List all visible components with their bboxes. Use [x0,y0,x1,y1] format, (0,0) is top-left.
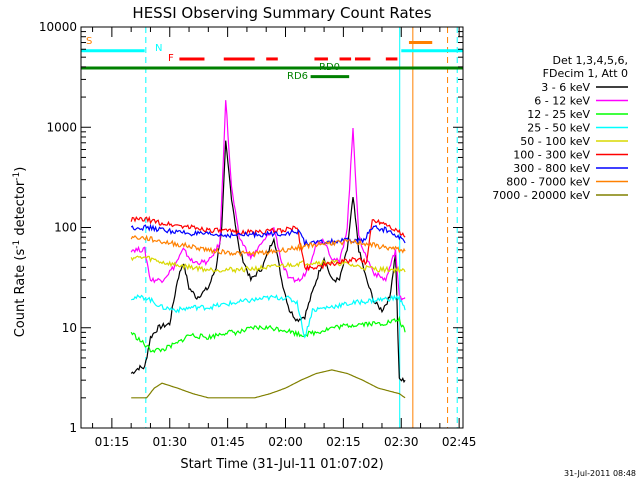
legend-header-detectors: Det 1,3,4,5,6, [552,54,628,67]
flag-label-n: N [155,43,162,54]
x-axis-label: Start Time (31-Jul-11 01:07:02) [180,457,383,472]
y-axis-label-sup1: -1 [12,240,22,249]
flag-label-rd6: RD6 [287,71,308,82]
series-line-8 [131,369,406,399]
series-line-3 [130,294,406,339]
series-line-2 [130,315,406,354]
legend-entry-label-8: 7000 - 20000 keV [492,189,590,202]
series-line-1 [130,100,406,302]
series-line-7 [130,234,406,258]
legend-header-decimation: FDecim 1, Att 0 [543,67,628,80]
y-tick-label-3: 1000 [46,120,77,134]
chart-title: HESSI Observing Summary Count Rates [132,4,431,22]
x-tick-label-2: 01:45 [210,435,245,449]
legend-entry-label-6: 300 - 800 keV [513,162,590,175]
flag-label-rd0: RD0 [319,62,340,73]
y-axis-label-mid: detector [13,180,28,240]
legend-entry-label-0: 3 - 6 keV [541,81,590,94]
x-tick-label-0: 01:15 [95,435,130,449]
y-tick-label-1: 10 [62,321,77,335]
x-tick-label-5: 02:30 [384,435,419,449]
plot-area: S NF RD0 RD6 1 10 100 1000 10000 01:15 01:30 01:45 0… [39,20,477,449]
series-group [81,41,463,399]
y-axis-label-end: ) [13,167,28,172]
flag-label-s: S [86,36,92,47]
legend-entry-label-4: 50 - 100 keV [520,135,590,148]
y-tick-label-0: 1 [69,421,77,435]
y-tick-label-2: 100 [54,221,77,235]
y-axis-label-sup2: -1 [12,172,22,181]
series-line-6 [130,223,406,247]
series-line-5 [130,215,406,272]
legend-entry-label-5: 100 - 300 keV [513,149,590,162]
y-axis-label-main: Count Rate (s [13,249,28,338]
x-tick-label-1: 01:30 [152,435,187,449]
series-line-4 [130,255,406,274]
flag-label-f: F [168,53,174,64]
y-axis-label: Count Rate (s-1 detector-1) [12,167,28,338]
legend-entry-label-7: 800 - 7000 keV [506,176,590,189]
x-tick-label-3: 02:00 [268,435,303,449]
legend-entry-label-3: 25 - 50 keV [527,122,590,135]
series-line-0 [130,140,406,384]
legend-entry-label-1: 6 - 12 keV [534,95,590,108]
x-tick-label-6: 02:45 [442,435,477,449]
legend: Det 1,3,4,5,6,FDecim 1, Att 03 - 6 keV6 … [492,54,628,202]
y-tick-label-4: 10000 [39,20,77,34]
legend-entry-label-2: 12 - 25 keV [527,108,590,121]
timestamp: 31-Jul-2011 08:48 [564,469,636,478]
x-tick-label-4: 02:15 [326,435,361,449]
